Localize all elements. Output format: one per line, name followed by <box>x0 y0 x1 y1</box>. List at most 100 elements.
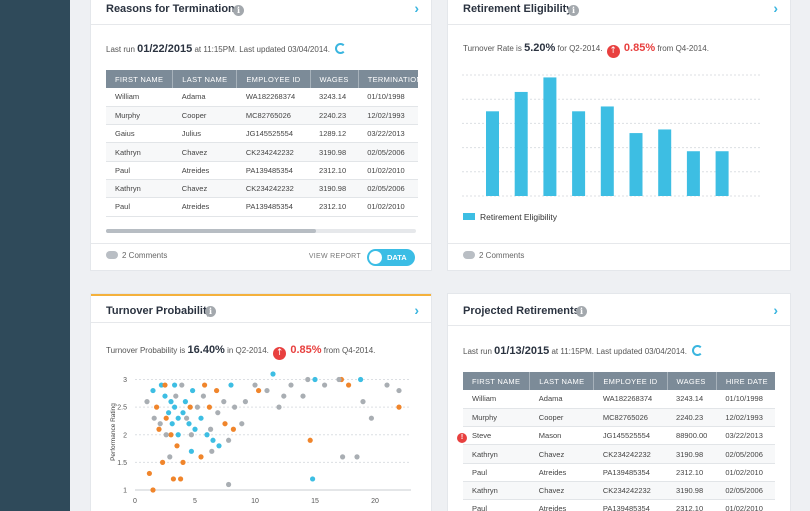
column-header[interactable]: LAST NAME <box>172 70 238 88</box>
refresh-icon[interactable] <box>692 345 704 356</box>
retirement-footer: 2 Comments <box>448 243 790 270</box>
table-row[interactable]: Murphy Cooper MC82765026 2240.23 12/02/1993 <box>463 408 775 428</box>
comments-link[interactable]: 2 Comments <box>106 251 167 260</box>
table-row[interactable]: Kathryn Chavez CK234242232 3190.98 02/05/200… <box>106 179 418 199</box>
column-header[interactable]: TERMINATION <box>358 70 418 88</box>
scatter-point-gray <box>179 382 185 388</box>
view-report-label[interactable]: VIEW REPORT <box>308 253 361 260</box>
x-tick-label: 10 <box>251 498 259 505</box>
info-icon[interactable]: i <box>205 306 216 317</box>
table-cell: Chavez <box>172 142 237 162</box>
alert-icon: ! <box>457 433 467 443</box>
table-row[interactable]: Gaius Julius JG145525554 1289.12 03/22/2013 <box>106 124 418 144</box>
column-header[interactable]: FIRST NAME <box>463 372 531 390</box>
scatter-point-orange <box>150 487 156 493</box>
chevron-right-icon[interactable]: › <box>773 0 778 16</box>
column-header[interactable]: LAST NAME <box>529 372 595 390</box>
scatter-point-blue <box>310 476 316 482</box>
scatter-point-orange <box>168 432 174 438</box>
table-cell: Murphy <box>463 408 530 428</box>
scatter-point-gray <box>194 404 200 410</box>
up-arrow-icon: ↑ <box>606 45 620 58</box>
table-cell: 3190.98 <box>310 179 359 199</box>
x-tick-label: 5 <box>193 498 197 505</box>
table-cell: Julius <box>172 124 237 144</box>
scatter-point-gray <box>215 410 221 416</box>
table-row[interactable]: William Adama WA182268374 3243.14 01/10/1998 <box>463 390 775 409</box>
scatter-point-blue <box>216 443 222 449</box>
table-row[interactable]: Kathryn Chavez CK234242232 3190.98 02/05/200… <box>106 142 418 162</box>
table-cell: 02/05/2006 <box>358 179 418 199</box>
column-header[interactable]: HIRE DATE <box>716 372 775 390</box>
scrollbar-thumb[interactable] <box>106 229 316 233</box>
column-header[interactable]: EMPLOYEE ID <box>236 70 311 88</box>
table-row[interactable]: Paul Atreides PA139485354 2312.10 01/02/2010 <box>106 197 418 217</box>
info-icon[interactable]: i <box>568 5 579 16</box>
chevron-right-icon[interactable]: › <box>414 302 419 318</box>
table-cell: Chavez <box>172 179 237 199</box>
scatter-point-blue <box>228 382 234 388</box>
scatter-point-blue <box>169 421 175 427</box>
scatter-point-blue <box>175 415 181 421</box>
scatter-point-orange <box>396 404 402 410</box>
table-scrollbar[interactable] <box>106 229 416 233</box>
column-header[interactable]: WAGES <box>310 70 359 88</box>
scatter-point-blue <box>312 376 318 383</box>
scatter-point-blue <box>198 415 204 421</box>
scatter-point-gray <box>360 399 366 405</box>
table-cell: 03/22/2013 <box>358 124 418 144</box>
scatter-point-orange <box>256 387 262 394</box>
table-row[interactable]: Kathryn Chavez CK234242232 3190.98 02/05/200… <box>463 444 775 464</box>
table-row[interactable]: Paul Atreides PA139485354 2312.10 01/02/2010 <box>463 463 775 482</box>
table-cell: Paul <box>463 463 530 482</box>
table-cell: PA139485354 <box>236 161 311 180</box>
comments-link[interactable]: 2 Comments <box>463 251 524 260</box>
table-cell: 02/05/2006 <box>716 481 775 501</box>
legend-swatch <box>463 213 475 220</box>
refresh-icon[interactable] <box>335 43 347 54</box>
terminations-card: Reasons for Terminations i › Last run 01… <box>91 0 431 270</box>
retirement-bar-chart <box>462 74 762 197</box>
table-cell: 02/05/2006 <box>358 142 418 162</box>
scatter-point-orange <box>202 382 208 388</box>
column-header[interactable]: FIRST NAME <box>106 70 174 88</box>
scatter-point-blue <box>166 410 172 416</box>
scatter-point-orange <box>198 454 204 460</box>
projected-title: Projected Retirements <box>463 305 580 317</box>
table-cell: Atreides <box>172 161 237 180</box>
projected-card: Projected Retirements i › Last run 01/13… <box>448 294 790 511</box>
scatter-point-gray <box>396 387 402 394</box>
chevron-right-icon[interactable]: › <box>773 302 778 318</box>
table-row[interactable]: Paul Atreides PA139485354 2312.10 01/02/2010 <box>106 161 418 180</box>
scatter-point-gray <box>242 399 248 405</box>
table-row[interactable]: Murphy Cooper MC82765026 2240.23 12/02/1993 <box>106 106 418 126</box>
column-header[interactable]: EMPLOYEE ID <box>593 372 668 390</box>
chevron-right-icon[interactable]: › <box>414 0 419 16</box>
projected-table: FIRST NAME LAST NAME EMPLOYEE ID WAGES HIRE … <box>463 372 775 511</box>
table-cell: 2312.10 <box>667 463 717 482</box>
table-cell: Atreides <box>529 463 594 482</box>
table-cell: Atreides <box>172 197 237 217</box>
table-cell: 2240.23 <box>310 106 359 126</box>
retirement-card: Retirement Eligibility i › Turnover Rate… <box>448 0 790 270</box>
scatter-point-blue <box>358 376 364 383</box>
table-cell: WA182268374 <box>593 390 668 409</box>
column-header[interactable]: WAGES <box>667 372 717 390</box>
table-row[interactable]: William Adama WA182268374 3243.14 01/10/1998 <box>106 88 418 107</box>
projected-table-wrap: FIRST NAME LAST NAME EMPLOYEE ID WAGES HIRE … <box>463 372 775 511</box>
scatter-point-blue <box>204 432 210 438</box>
table-row[interactable]: Paul Atreides PA139485354 2312.10 01/02/2010 <box>463 499 775 511</box>
scatter-point-gray <box>300 393 306 399</box>
table-row[interactable]: Kathryn Chavez CK234242232 3190.98 02/05/200… <box>463 481 775 501</box>
table-cell: JG145525554 <box>593 426 668 446</box>
table-cell: 3243.14 <box>667 390 717 409</box>
info-icon[interactable]: i <box>233 5 244 16</box>
view-toggle[interactable]: DATA <box>367 249 415 266</box>
x-tick-label: 15 <box>311 498 319 505</box>
y-axis-label: Performance Rating <box>110 403 117 461</box>
table-cell: Adama <box>172 88 237 107</box>
scatter-point-gray <box>226 437 232 443</box>
table-cell: Adama <box>529 390 594 409</box>
info-icon[interactable]: i <box>576 306 587 317</box>
table-row[interactable]: Steve Mason JG145525554 88900.00 03/22/2013 <box>463 426 775 446</box>
